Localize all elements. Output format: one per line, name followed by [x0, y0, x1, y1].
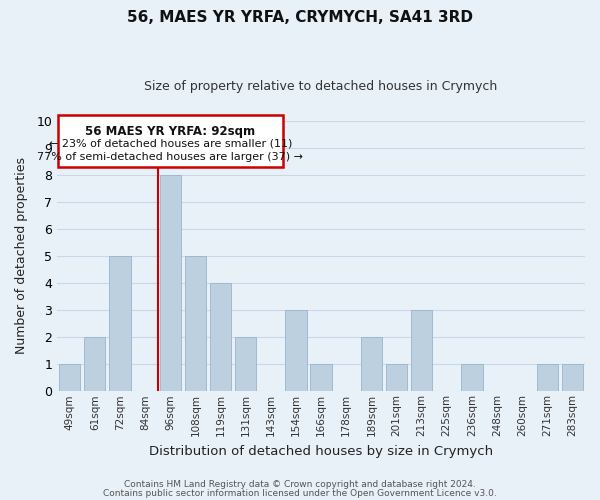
Title: Size of property relative to detached houses in Crymych: Size of property relative to detached ho…	[145, 80, 497, 93]
Text: 56 MAES YR YRFA: 92sqm: 56 MAES YR YRFA: 92sqm	[85, 124, 255, 138]
Text: ← 23% of detached houses are smaller (11): ← 23% of detached houses are smaller (11…	[49, 138, 292, 148]
Bar	[185, 256, 206, 392]
Bar	[536, 364, 558, 392]
Text: 77% of semi-detached houses are larger (37) →: 77% of semi-detached houses are larger (…	[37, 152, 303, 162]
Text: 56, MAES YR YRFA, CRYMYCH, SA41 3RD: 56, MAES YR YRFA, CRYMYCH, SA41 3RD	[127, 10, 473, 25]
Bar	[160, 174, 181, 392]
Bar	[59, 364, 80, 392]
Bar	[411, 310, 432, 392]
FancyBboxPatch shape	[58, 115, 283, 166]
Bar	[285, 310, 307, 392]
Bar	[386, 364, 407, 392]
Bar	[235, 337, 256, 392]
X-axis label: Distribution of detached houses by size in Crymych: Distribution of detached houses by size …	[149, 444, 493, 458]
Bar	[361, 337, 382, 392]
Bar	[84, 337, 106, 392]
Bar	[310, 364, 332, 392]
Bar	[461, 364, 482, 392]
Y-axis label: Number of detached properties: Number of detached properties	[15, 158, 28, 354]
Text: Contains HM Land Registry data © Crown copyright and database right 2024.: Contains HM Land Registry data © Crown c…	[124, 480, 476, 489]
Bar	[210, 283, 231, 392]
Bar	[109, 256, 131, 392]
Bar	[562, 364, 583, 392]
Text: Contains public sector information licensed under the Open Government Licence v3: Contains public sector information licen…	[103, 489, 497, 498]
